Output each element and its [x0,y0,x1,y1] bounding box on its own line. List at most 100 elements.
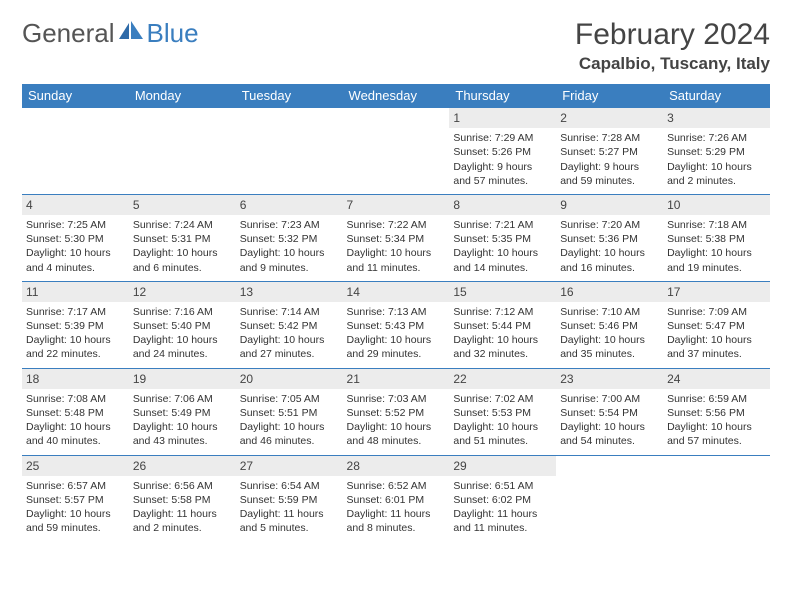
sunrise-text: Sunrise: 6:52 AM [347,479,446,493]
day-header-wednesday: Wednesday [343,84,450,108]
sunset-text: Sunset: 5:46 PM [560,319,659,333]
day-number: 25 [22,456,129,476]
title-block: February 2024 Capalbio, Tuscany, Italy [575,18,770,74]
day-number: 26 [129,456,236,476]
daylight1-text: Daylight: 11 hours [347,507,446,521]
empty-cell [129,108,236,195]
week-row: 1Sunrise: 7:29 AMSunset: 5:26 PMDaylight… [22,108,770,195]
day-cell: 11Sunrise: 7:17 AMSunset: 5:39 PMDayligh… [22,281,129,368]
day-cell: 16Sunrise: 7:10 AMSunset: 5:46 PMDayligh… [556,281,663,368]
day-number: 17 [663,282,770,302]
day-cell: 13Sunrise: 7:14 AMSunset: 5:42 PMDayligh… [236,281,343,368]
daylight1-text: Daylight: 10 hours [240,246,339,260]
sunrise-text: Sunrise: 6:59 AM [667,392,766,406]
sunset-text: Sunset: 6:01 PM [347,493,446,507]
sunrise-text: Sunrise: 7:00 AM [560,392,659,406]
day-cell: 18Sunrise: 7:08 AMSunset: 5:48 PMDayligh… [22,368,129,455]
sunset-text: Sunset: 5:49 PM [133,406,232,420]
daylight2-text: and 19 minutes. [667,261,766,275]
day-number: 5 [129,195,236,215]
day-number: 22 [449,369,556,389]
sunrise-text: Sunrise: 7:09 AM [667,305,766,319]
sunrise-text: Sunrise: 7:18 AM [667,218,766,232]
day-cell: 19Sunrise: 7:06 AMSunset: 5:49 PMDayligh… [129,368,236,455]
sunset-text: Sunset: 5:36 PM [560,232,659,246]
day-number: 7 [343,195,450,215]
daylight1-text: Daylight: 11 hours [453,507,552,521]
daylight2-text: and 8 minutes. [347,521,446,535]
day-cell: 4Sunrise: 7:25 AMSunset: 5:30 PMDaylight… [22,194,129,281]
day-cell: 5 Sunrise: 7:24 AMSunset: 5:31 PMDaylight… [129,194,236,281]
day-header-saturday: Saturday [663,84,770,108]
daylight1-text: Daylight: 10 hours [560,246,659,260]
day-header-tuesday: Tuesday [236,84,343,108]
daylight1-text: Daylight: 10 hours [667,333,766,347]
sunrise-text: Sunrise: 7:10 AM [560,305,659,319]
daylight1-text: Daylight: 10 hours [667,160,766,174]
day-number: 27 [236,456,343,476]
daylight2-text: and 37 minutes. [667,347,766,361]
daylight2-text: and 22 minutes. [26,347,125,361]
daylight2-text: and 35 minutes. [560,347,659,361]
empty-cell [22,108,129,195]
calendar-table: SundayMondayTuesdayWednesdayThursdayFrid… [22,84,770,541]
day-number: 28 [343,456,450,476]
day-header-thursday: Thursday [449,84,556,108]
day-number: 13 [236,282,343,302]
sunrise-text: Sunrise: 7:21 AM [453,218,552,232]
day-header-sunday: Sunday [22,84,129,108]
day-cell: 15Sunrise: 7:12 AMSunset: 5:44 PMDayligh… [449,281,556,368]
daylight2-text: and 59 minutes. [560,174,659,188]
daylight2-text: and 4 minutes. [26,261,125,275]
sunset-text: Sunset: 5:54 PM [560,406,659,420]
daylight2-text: and 6 minutes. [133,261,232,275]
daylight2-text: and 43 minutes. [133,434,232,448]
day-cell: 20Sunrise: 7:05 AMSunset: 5:51 PMDayligh… [236,368,343,455]
day-cell: 25Sunrise: 6:57 AMSunset: 5:57 PMDayligh… [22,455,129,541]
day-cell: 24Sunrise: 6:59 AMSunset: 5:56 PMDayligh… [663,368,770,455]
day-cell: 27Sunrise: 6:54 AMSunset: 5:59 PMDayligh… [236,455,343,541]
day-header-monday: Monday [129,84,236,108]
empty-cell [236,108,343,195]
daylight1-text: Daylight: 11 hours [240,507,339,521]
day-cell: 3Sunrise: 7:26 AMSunset: 5:29 PMDaylight… [663,108,770,195]
sunset-text: Sunset: 5:57 PM [26,493,125,507]
daylight2-text: and 29 minutes. [347,347,446,361]
day-cell: 10Sunrise: 7:18 AMSunset: 5:38 PMDayligh… [663,194,770,281]
sunrise-text: Sunrise: 7:28 AM [560,131,659,145]
daylight1-text: Daylight: 10 hours [133,246,232,260]
sunrise-text: Sunrise: 6:56 AM [133,479,232,493]
day-cell: 23Sunrise: 7:00 AMSunset: 5:54 PMDayligh… [556,368,663,455]
daylight1-text: Daylight: 10 hours [347,420,446,434]
day-cell: 21Sunrise: 7:03 AMSunset: 5:52 PMDayligh… [343,368,450,455]
daylight1-text: Daylight: 10 hours [133,333,232,347]
header: General Blue February 2024 Capalbio, Tus… [22,18,770,74]
sunrise-text: Sunrise: 6:54 AM [240,479,339,493]
sunrise-text: Sunrise: 6:51 AM [453,479,552,493]
day-number: 19 [129,369,236,389]
week-row: 11Sunrise: 7:17 AMSunset: 5:39 PMDayligh… [22,281,770,368]
daylight1-text: Daylight: 10 hours [667,246,766,260]
day-number: 18 [22,369,129,389]
sunset-text: Sunset: 5:31 PM [133,232,232,246]
daylight1-text: Daylight: 10 hours [26,420,125,434]
daylight1-text: Daylight: 10 hours [453,246,552,260]
daylight2-text: and 32 minutes. [453,347,552,361]
daylight2-text: and 11 minutes. [347,261,446,275]
sunrise-text: Sunrise: 7:06 AM [133,392,232,406]
daylight1-text: Daylight: 10 hours [240,333,339,347]
sunset-text: Sunset: 5:32 PM [240,232,339,246]
day-number: 12 [129,282,236,302]
daylight2-text: and 14 minutes. [453,261,552,275]
daylight1-text: Daylight: 10 hours [453,420,552,434]
daylight1-text: Daylight: 9 hours [453,160,552,174]
sunrise-text: Sunrise: 7:29 AM [453,131,552,145]
day-cell: 17Sunrise: 7:09 AMSunset: 5:47 PMDayligh… [663,281,770,368]
sunset-text: Sunset: 5:56 PM [667,406,766,420]
daylight1-text: Daylight: 10 hours [453,333,552,347]
sunrise-text: Sunrise: 6:57 AM [26,479,125,493]
sunset-text: Sunset: 6:02 PM [453,493,552,507]
daylight2-text: and 24 minutes. [133,347,232,361]
sunrise-text: Sunrise: 7:24 AM [133,218,232,232]
sunrise-text: Sunrise: 7:12 AM [453,305,552,319]
